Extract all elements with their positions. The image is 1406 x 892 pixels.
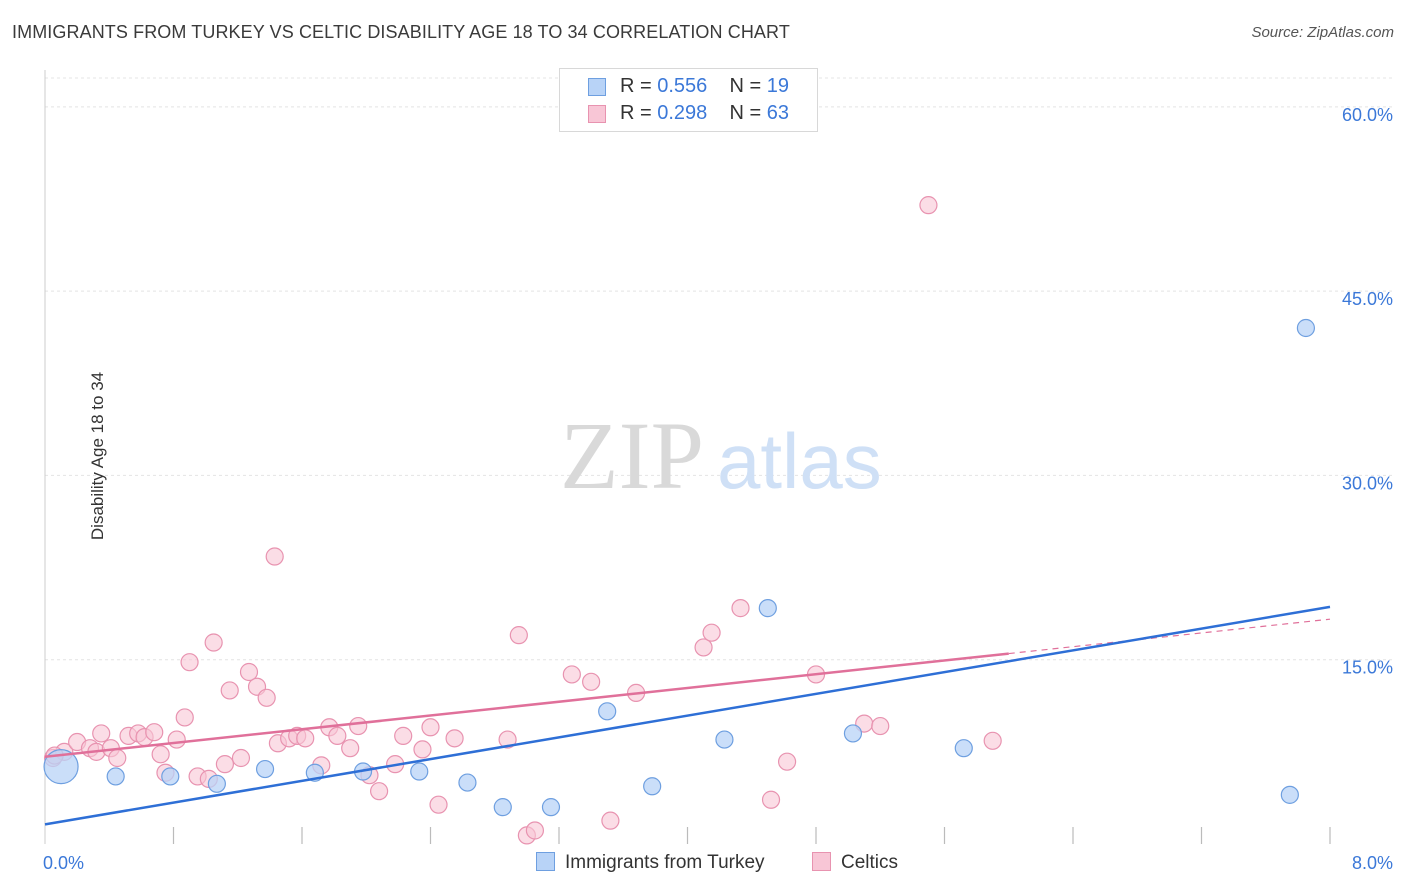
celtic-point — [167, 730, 186, 749]
celtic-point — [145, 723, 164, 742]
watermark: ZIP atlas — [560, 402, 882, 509]
celtic-trend-extension — [1008, 618, 1331, 655]
celtic-point — [204, 633, 223, 652]
turkey-point — [207, 774, 226, 793]
celtic-point — [694, 638, 713, 657]
celtic-point — [180, 653, 199, 672]
celtic-point — [394, 726, 413, 745]
x-tick-label-max: 8.0% — [1352, 853, 1393, 873]
celtic-point — [108, 748, 127, 768]
bottom-legend-swatch-turkey — [536, 852, 555, 871]
legend-swatch-turkey — [588, 78, 606, 96]
bottom-legend-celtic: Celtics — [812, 852, 898, 874]
turkey-point — [255, 759, 275, 779]
celtic-point — [601, 811, 620, 830]
celtic-point — [525, 821, 545, 840]
celtic-point — [983, 731, 1002, 750]
celtic-point — [761, 790, 781, 809]
legend-celtic-n-value: 63 — [766, 102, 790, 124]
legend-celtic-n-label: N = — [729, 102, 767, 124]
legend-turkey-n-label: N = — [729, 75, 767, 97]
turkey-point — [843, 724, 863, 743]
y-tick-label-0: 15.0% — [1342, 658, 1393, 678]
turkey-point — [161, 767, 180, 786]
source-label: Source: ZipAtlas.com — [1251, 24, 1394, 41]
celtic-point — [509, 626, 528, 645]
watermark-atlas: atlas — [717, 417, 882, 505]
celtic-point — [231, 748, 251, 768]
celtic-point — [413, 740, 432, 759]
turkey-point — [493, 798, 512, 817]
legend-celtic-r-value: 0.298 — [657, 102, 708, 124]
celtic-point — [421, 718, 440, 737]
bottom-legend-label-celtic: Celtics — [841, 852, 899, 873]
legend-swatch-celtic — [588, 105, 606, 123]
legend-turkey-r-label: R = — [620, 75, 658, 97]
bottom-legend-turkey: Immigrants from Turkey — [536, 852, 765, 874]
bottom-legend-swatch-celtic — [812, 852, 831, 871]
turkey-point — [541, 798, 561, 817]
turkey-point — [598, 702, 617, 721]
y-tick-label-1: 30.0% — [1342, 473, 1393, 493]
celtic-point — [702, 623, 721, 642]
celtic-point — [215, 755, 234, 774]
celtic-point — [871, 716, 890, 736]
celtic-point — [296, 729, 315, 748]
turkey-point — [954, 739, 973, 758]
celtic-point — [445, 729, 464, 748]
legend-turkey-n-value: 19 — [766, 75, 790, 97]
turkey-point — [1296, 318, 1316, 338]
celtic-point — [731, 599, 750, 618]
celtic-point — [257, 688, 276, 707]
legend-turkey-r-value: 0.556 — [657, 75, 708, 97]
legend-celtic-r-label: R = — [620, 102, 658, 124]
turkey-point — [43, 748, 79, 785]
celtic-point — [239, 662, 259, 682]
celtic-point — [175, 708, 194, 727]
turkey-point — [643, 777, 662, 796]
celtic-point — [92, 724, 111, 743]
celtic-point — [582, 672, 601, 691]
y-tick-label-3: 60.0% — [1342, 105, 1393, 125]
celtic-point — [562, 665, 581, 684]
turkey-point — [715, 730, 734, 749]
celtic-point — [265, 547, 284, 566]
celtic-point — [777, 752, 797, 771]
bottom-legend-label-turkey: Immigrants from Turkey — [565, 852, 765, 873]
turkey-point — [458, 773, 477, 792]
turkey-point — [1280, 785, 1299, 804]
celtic-point — [349, 716, 368, 736]
celtic-point — [328, 726, 347, 745]
celtic-point — [341, 739, 360, 758]
celtic-point — [151, 745, 170, 764]
x-tick-label-min: 0.0% — [43, 853, 84, 873]
turkey-point — [758, 599, 777, 618]
celtic-trend-line — [44, 652, 1009, 759]
celtic-point — [220, 681, 239, 700]
celtic-point — [919, 196, 938, 215]
turkey-point — [106, 767, 125, 786]
watermark-zip: ZIP — [560, 402, 704, 509]
y-tick-label-2: 45.0% — [1342, 289, 1393, 309]
turkey-point — [410, 762, 429, 781]
celtic-point — [498, 730, 517, 749]
y-axis-label: Disability Age 18 to 34 — [88, 371, 108, 541]
celtic-point — [429, 795, 448, 814]
chart-title: IMMIGRANTS FROM TURKEY VS CELTIC DISABIL… — [12, 22, 790, 42]
turkey-trend-line — [44, 605, 1331, 826]
legend: R = 0.556 N = 19 R = 0.298 N = 63 — [559, 68, 818, 132]
celtic-point — [370, 782, 389, 801]
